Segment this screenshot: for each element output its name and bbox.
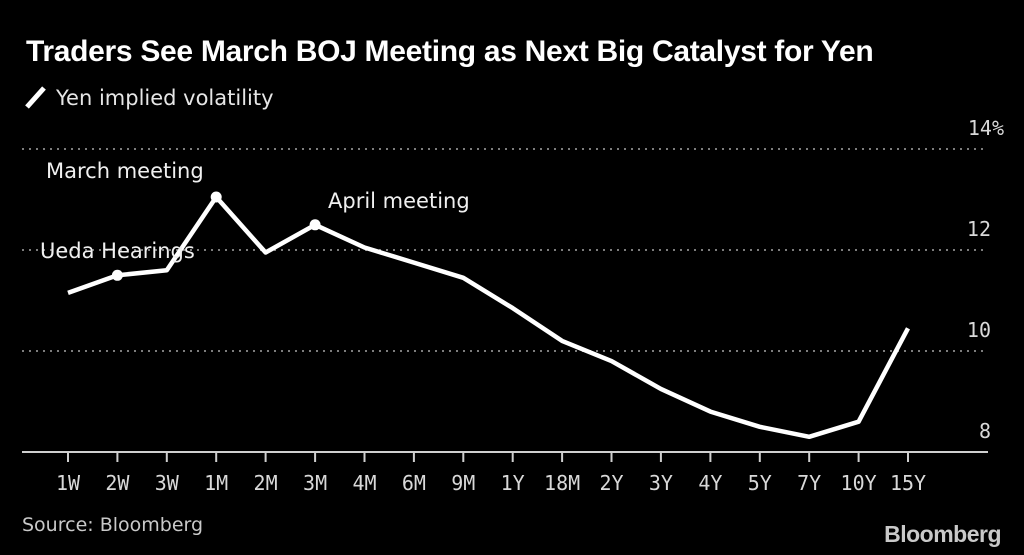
x-axis-label-10Y: 10Y <box>841 471 877 495</box>
bloomberg-logo: Bloomberg <box>884 521 1001 547</box>
y-axis-label-12: 12 <box>967 217 991 241</box>
x-axis-label-3Y: 3Y <box>649 471 673 495</box>
x-axis-label-3M: 3M <box>303 471 327 495</box>
x-axis-label-2Y: 2Y <box>599 471 623 495</box>
y-axis-label-8: 8 <box>979 419 991 443</box>
data-point-marker-1M <box>210 191 222 203</box>
annotation-april-meeting: April meeting <box>328 189 470 213</box>
annotation-march-meeting: March meeting <box>46 159 204 183</box>
source-credit: Source: Bloomberg <box>22 514 203 536</box>
legend: Yen implied volatility <box>25 86 274 110</box>
annotation-ueda-hearings: Ueda Hearings <box>40 239 195 263</box>
x-axis-label-9M: 9M <box>451 471 475 495</box>
x-axis-label-7Y: 7Y <box>797 471 821 495</box>
y-axis-label-10: 10 <box>967 318 991 342</box>
x-axis-label-4Y: 4Y <box>698 471 722 495</box>
x-axis-label-1W: 1W <box>56 471 81 495</box>
y-axis-label-14: 14% <box>968 116 1004 140</box>
x-axis-label-1M: 1M <box>204 471 228 495</box>
chart-title: Traders See March BOJ Meeting as Next Bi… <box>26 35 873 68</box>
x-axis-label-15Y: 15Y <box>890 471 926 495</box>
x-axis-label-4M: 4M <box>352 471 376 495</box>
legend-label: Yen implied volatility <box>55 86 274 110</box>
legend-slash-icon <box>25 86 46 109</box>
x-axis-label-6M: 6M <box>402 471 426 495</box>
data-point-marker-3M <box>309 219 321 231</box>
volatility-line <box>67 194 910 440</box>
x-axis-label-2W: 2W <box>105 471 130 495</box>
x-axis-label-3W: 3W <box>155 471 180 495</box>
x-axis-label-18M: 18M <box>544 471 580 495</box>
x-axis-label-5Y: 5Y <box>748 471 772 495</box>
data-point-marker-2W <box>111 269 123 281</box>
x-axis-label-2M: 2M <box>254 471 278 495</box>
x-axis-label-1Y: 1Y <box>501 471 525 495</box>
